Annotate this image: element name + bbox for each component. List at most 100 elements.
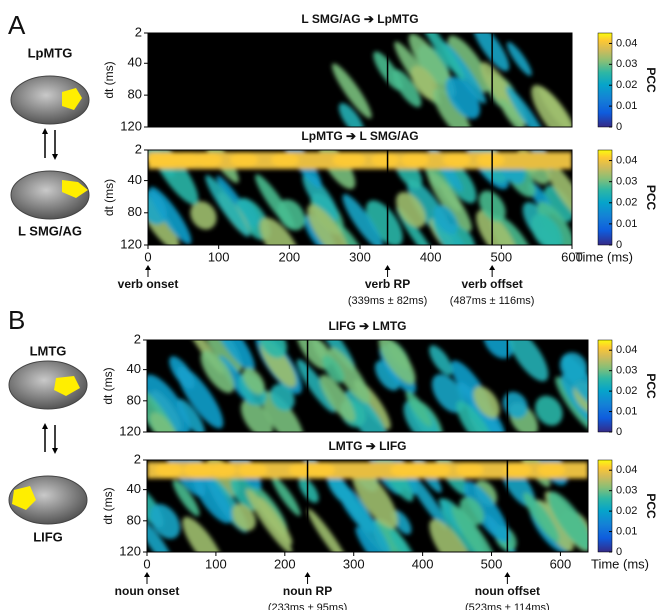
texture-blob bbox=[410, 65, 439, 101]
colorbar-tick-label: 0.03 bbox=[616, 365, 637, 377]
texture-blob bbox=[302, 173, 339, 222]
annotation: noun RP bbox=[283, 584, 332, 598]
y-tick-label: 2 bbox=[135, 141, 142, 156]
texture-blob bbox=[503, 463, 532, 477]
texture-blob bbox=[271, 475, 301, 516]
texture-blob bbox=[433, 204, 459, 235]
texture-blob bbox=[476, 210, 518, 245]
texture-blob bbox=[296, 340, 330, 370]
texture-blob bbox=[205, 175, 250, 237]
y-axis-label: dt (ms) bbox=[101, 367, 115, 404]
colorbar bbox=[597, 339, 613, 433]
texture-blob bbox=[395, 191, 426, 228]
x-tick-label: 100 bbox=[205, 556, 227, 571]
plot-frame bbox=[147, 32, 573, 128]
x-tick-label: 300 bbox=[349, 249, 371, 264]
texture-blob bbox=[408, 33, 456, 98]
texture-blob bbox=[270, 153, 299, 167]
colorbar-label: PCC bbox=[644, 373, 658, 399]
texture-blob bbox=[270, 384, 295, 411]
y-tick-label: 40 bbox=[128, 172, 142, 187]
arrow-head bbox=[145, 265, 151, 270]
panel-label: B bbox=[8, 305, 25, 335]
colorbar-tick-label: 0.02 bbox=[616, 505, 637, 517]
colorbar-tick-label: 0.02 bbox=[616, 79, 637, 91]
arrow-head bbox=[504, 572, 511, 577]
texture-blob bbox=[507, 340, 549, 382]
annotation: noun offset bbox=[475, 584, 540, 598]
colorbar-tick-label: 0.04 bbox=[616, 464, 637, 476]
chart-title: LpMTG ➔ L SMG/AG bbox=[301, 129, 418, 143]
texture-blob bbox=[535, 395, 563, 426]
annotation: verb onset bbox=[118, 277, 179, 291]
y-tick-label: 2 bbox=[135, 24, 142, 39]
texture-blob bbox=[261, 390, 305, 432]
colorbar-label: PCC bbox=[644, 493, 658, 519]
x-tick-label: 0 bbox=[143, 556, 150, 571]
y-axis-label: dt (ms) bbox=[102, 61, 116, 98]
y-tick-label: 80 bbox=[128, 87, 142, 102]
arrow-head bbox=[144, 572, 150, 577]
texture-blob bbox=[503, 391, 528, 419]
texture-blob bbox=[456, 400, 495, 432]
texture-blob bbox=[277, 199, 306, 231]
chart-title: LMTG ➔ LIFG bbox=[328, 439, 406, 453]
colorbar-tick-label: 0.04 bbox=[616, 37, 637, 49]
texture-blob bbox=[417, 33, 465, 81]
annotation-note: (523ms ± 114ms) bbox=[465, 602, 550, 610]
chart-title: L SMG/AG ➔ LpMTG bbox=[301, 12, 418, 26]
texture-blob bbox=[505, 86, 548, 127]
texture-blob bbox=[403, 400, 440, 432]
texture-blob bbox=[192, 471, 233, 524]
heatmap-texture bbox=[148, 150, 572, 245]
texture-blob bbox=[259, 217, 301, 245]
texture-blob bbox=[211, 340, 255, 372]
x-tick-label: 200 bbox=[274, 556, 296, 571]
y-tick-label: 120 bbox=[119, 423, 141, 438]
texture-blob bbox=[372, 519, 408, 552]
colorbar-tick-label: 0.04 bbox=[616, 154, 637, 166]
panel-label: A bbox=[8, 10, 26, 40]
colorbar-tick-label: 0.03 bbox=[616, 176, 637, 188]
annotation-note: (339ms ± 82ms) bbox=[348, 295, 427, 307]
texture-blob bbox=[173, 153, 202, 167]
texture-blob bbox=[332, 153, 361, 167]
texture-blob bbox=[200, 350, 235, 393]
texture-blob bbox=[537, 463, 566, 477]
texture-blob bbox=[473, 386, 500, 419]
texture-blob bbox=[445, 76, 481, 119]
texture-blob bbox=[182, 516, 224, 552]
heatmap-texture bbox=[147, 340, 588, 432]
texture-blob bbox=[463, 481, 510, 543]
texture-blob bbox=[429, 519, 475, 552]
annotation: verb offset bbox=[461, 277, 522, 291]
texture-blob bbox=[208, 463, 237, 477]
texture-blob bbox=[147, 374, 191, 432]
texture-blob bbox=[342, 194, 384, 245]
colorbar-tick-label: 0 bbox=[616, 426, 622, 438]
texture-blob bbox=[427, 170, 472, 232]
texture-blob bbox=[296, 359, 336, 413]
texture-blob bbox=[402, 463, 431, 477]
texture-blob bbox=[172, 479, 200, 517]
texture-blob bbox=[400, 153, 429, 167]
y-axis-label: dt (ms) bbox=[101, 487, 115, 524]
texture-blob bbox=[258, 497, 293, 545]
texture-blob bbox=[259, 340, 287, 358]
texture-blob bbox=[544, 185, 572, 222]
x-tick-label: 400 bbox=[412, 556, 434, 571]
texture-blob bbox=[476, 153, 505, 167]
texture-blob bbox=[406, 470, 449, 530]
texture-blob bbox=[307, 204, 350, 245]
texture-blob bbox=[242, 367, 265, 395]
texture-blob bbox=[194, 153, 223, 167]
plot-frame bbox=[146, 339, 589, 433]
texture-blob bbox=[459, 496, 485, 526]
arrow-head bbox=[304, 572, 311, 577]
texture-blob bbox=[472, 33, 510, 72]
texture-blob bbox=[371, 153, 400, 167]
texture-blob bbox=[183, 463, 212, 477]
texture-blob bbox=[338, 103, 365, 127]
texture-blob bbox=[238, 463, 267, 477]
